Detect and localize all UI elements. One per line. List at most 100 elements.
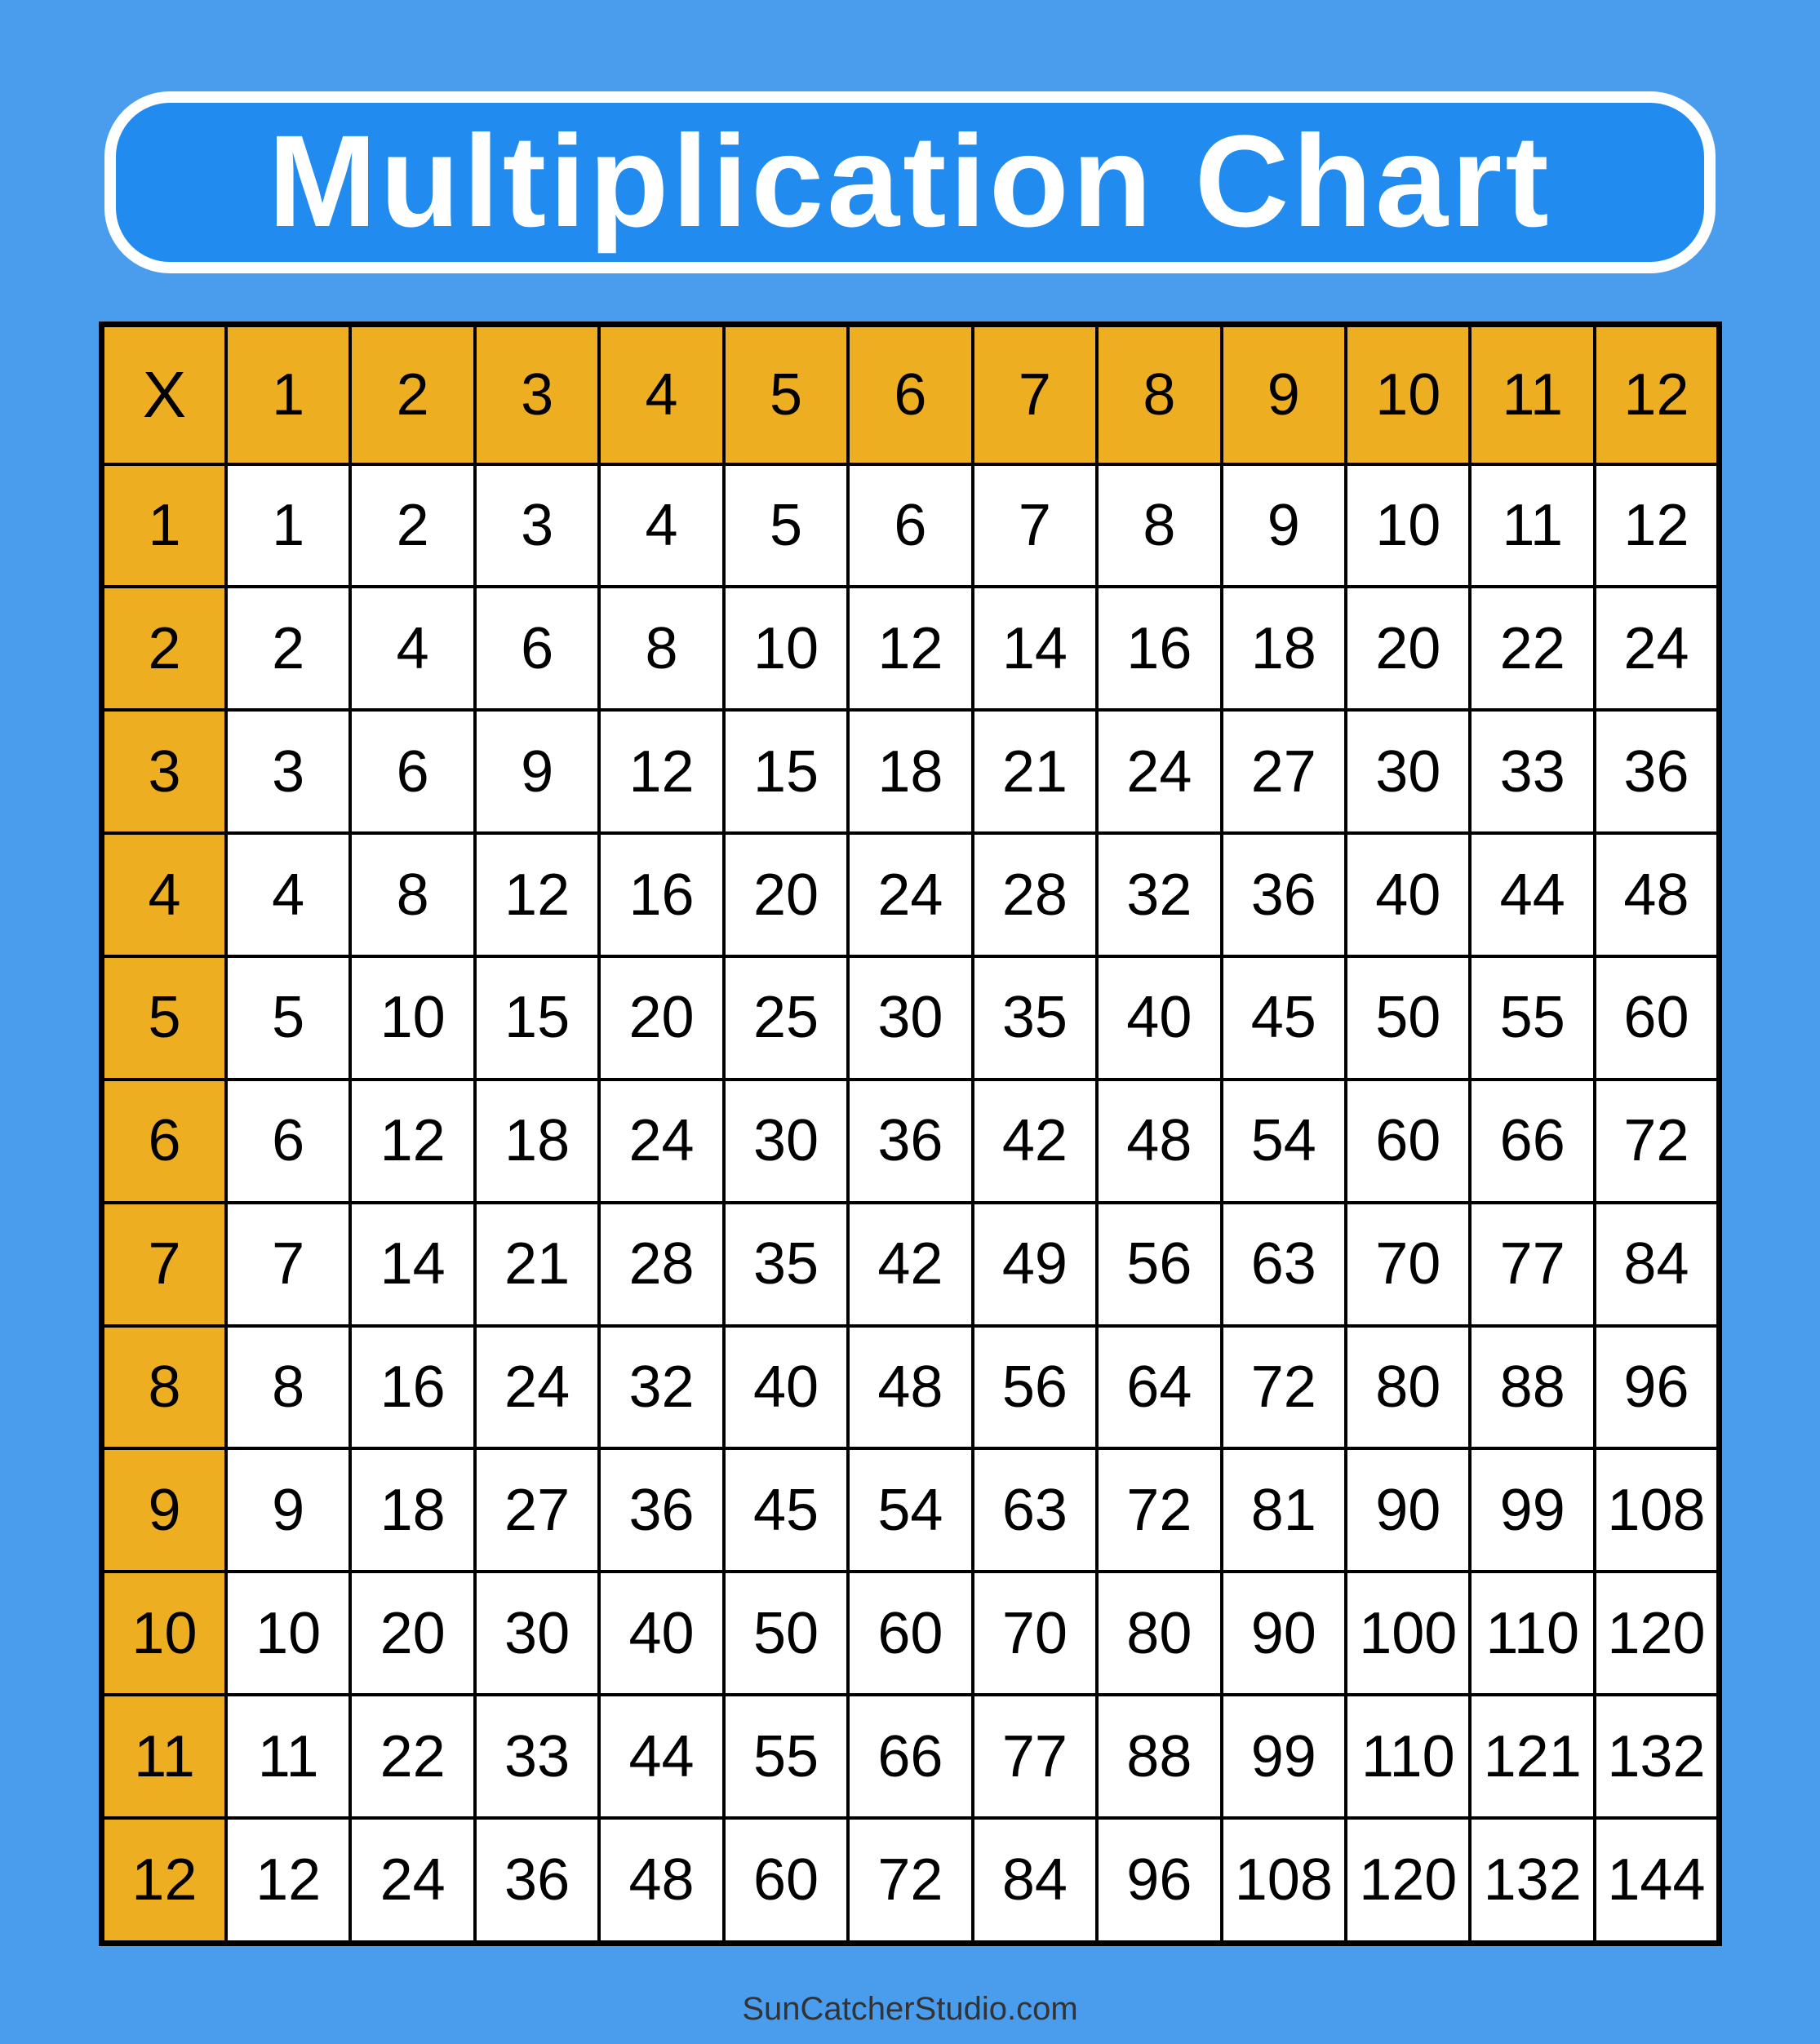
product-cell: 20 — [348, 1570, 477, 1697]
product-cell: 21 — [473, 1200, 601, 1328]
product-cell: 42 — [970, 1077, 1099, 1204]
product-cell: 20 — [1344, 585, 1472, 712]
row-header: 12 — [100, 1816, 228, 1945]
product-cell: 11 — [1468, 462, 1596, 589]
product-cell: 5 — [224, 954, 353, 1081]
product-cell: 110 — [1344, 1693, 1472, 1820]
product-cell: 33 — [1468, 708, 1596, 836]
product-cell: 144 — [1592, 1816, 1721, 1945]
product-cell: 36 — [473, 1816, 601, 1945]
table-row: 2 2 4 6 8 10 12 14 16 18 20 22 24 — [100, 585, 1721, 712]
product-cell: 22 — [348, 1693, 477, 1820]
product-cell: 18 — [473, 1077, 601, 1204]
product-cell: 12 — [597, 708, 726, 836]
product-cell: 12 — [473, 831, 601, 958]
product-cell: 108 — [1219, 1816, 1348, 1945]
product-cell: 99 — [1219, 1693, 1348, 1820]
product-cell: 45 — [1219, 954, 1348, 1081]
row-header: 3 — [100, 708, 228, 836]
product-cell: 30 — [721, 1077, 850, 1204]
row-header: 1 — [100, 462, 228, 589]
product-cell: 24 — [473, 1324, 601, 1451]
product-cell: 12 — [348, 1077, 477, 1204]
product-cell: 18 — [846, 708, 974, 836]
product-cell: 66 — [1468, 1077, 1596, 1204]
product-cell: 121 — [1468, 1693, 1596, 1820]
product-cell: 77 — [970, 1693, 1099, 1820]
table-row: 1 1 2 3 4 5 6 7 8 9 10 11 12 — [100, 462, 1721, 589]
product-cell: 3 — [473, 462, 601, 589]
product-cell: 16 — [1095, 585, 1223, 712]
column-header: 11 — [1468, 322, 1596, 466]
page-title: Multiplication Chart — [268, 107, 1552, 254]
product-cell: 80 — [1344, 1324, 1472, 1451]
product-cell: 8 — [597, 585, 726, 712]
product-cell: 120 — [1344, 1816, 1472, 1945]
row-header: 2 — [100, 585, 228, 712]
product-cell: 5 — [721, 462, 850, 589]
product-cell: 12 — [846, 585, 974, 712]
column-header: 2 — [348, 322, 477, 466]
row-header: 5 — [100, 954, 228, 1081]
product-cell: 18 — [1219, 585, 1348, 712]
header-row: X 1 2 3 4 5 6 7 8 9 10 11 12 — [100, 322, 1721, 466]
product-cell: 27 — [1219, 708, 1348, 836]
product-cell: 24 — [348, 1816, 477, 1945]
multiplication-table: X 1 2 3 4 5 6 7 8 9 10 11 12 1 1 2 3 4 5 6 7 8 9 10 11 12 2 2 4 6 8 10 1… — [99, 321, 1722, 1946]
product-cell: 16 — [348, 1324, 477, 1451]
title-banner: Multiplication Chart — [104, 91, 1716, 273]
product-cell: 49 — [970, 1200, 1099, 1328]
row-header: 7 — [100, 1200, 228, 1328]
product-cell: 33 — [473, 1693, 601, 1820]
product-cell: 77 — [1468, 1200, 1596, 1328]
product-cell: 90 — [1219, 1570, 1348, 1697]
row-header: 11 — [100, 1693, 228, 1820]
product-cell: 7 — [224, 1200, 353, 1328]
product-cell: 48 — [597, 1816, 726, 1945]
product-cell: 24 — [1592, 585, 1721, 712]
product-cell: 36 — [846, 1077, 974, 1204]
product-cell: 70 — [1344, 1200, 1472, 1328]
product-cell: 11 — [224, 1693, 353, 1820]
product-cell: 28 — [597, 1200, 726, 1328]
product-cell: 36 — [1592, 708, 1721, 836]
product-cell: 63 — [1219, 1200, 1348, 1328]
product-cell: 16 — [597, 831, 726, 958]
product-cell: 108 — [1592, 1447, 1721, 1574]
column-header: 3 — [473, 322, 601, 466]
table-row: 7 7 14 21 28 35 42 49 56 63 70 77 84 — [100, 1200, 1721, 1328]
table-row: 8 8 16 24 32 40 48 56 64 72 80 88 96 — [100, 1324, 1721, 1451]
product-cell: 80 — [1095, 1570, 1223, 1697]
product-cell: 66 — [846, 1693, 974, 1820]
product-cell: 20 — [597, 954, 726, 1081]
table-row: 3 3 6 9 12 15 18 21 24 27 30 33 36 — [100, 708, 1721, 836]
table-row: 9 9 18 27 36 45 54 63 72 81 90 99 108 — [100, 1447, 1721, 1574]
product-cell: 48 — [1095, 1077, 1223, 1204]
product-cell: 88 — [1468, 1324, 1596, 1451]
product-cell: 72 — [1095, 1447, 1223, 1574]
product-cell: 44 — [1468, 831, 1596, 958]
product-cell: 132 — [1468, 1816, 1596, 1945]
product-cell: 96 — [1592, 1324, 1721, 1451]
product-cell: 40 — [597, 1570, 726, 1697]
column-header: 1 — [224, 322, 353, 466]
product-cell: 50 — [1344, 954, 1472, 1081]
product-cell: 35 — [721, 1200, 850, 1328]
product-cell: 10 — [224, 1570, 353, 1697]
row-header: 9 — [100, 1447, 228, 1574]
column-header: 6 — [846, 322, 974, 466]
product-cell: 54 — [846, 1447, 974, 1574]
column-header: 5 — [721, 322, 850, 466]
product-cell: 48 — [1592, 831, 1721, 958]
product-cell: 42 — [846, 1200, 974, 1328]
row-header: 10 — [100, 1570, 228, 1697]
product-cell: 14 — [348, 1200, 477, 1328]
product-cell: 40 — [1095, 954, 1223, 1081]
table-row: 12 12 24 36 48 60 72 84 96 108 120 132 144 — [100, 1816, 1721, 1945]
product-cell: 30 — [1344, 708, 1472, 836]
column-header: 4 — [597, 322, 726, 466]
table-row: 10 10 20 30 40 50 60 70 80 90 100 110 120 — [100, 1570, 1721, 1697]
table-row: 4 4 8 12 16 20 24 28 32 36 40 44 48 — [100, 831, 1721, 958]
product-cell: 30 — [846, 954, 974, 1081]
product-cell: 84 — [1592, 1200, 1721, 1328]
